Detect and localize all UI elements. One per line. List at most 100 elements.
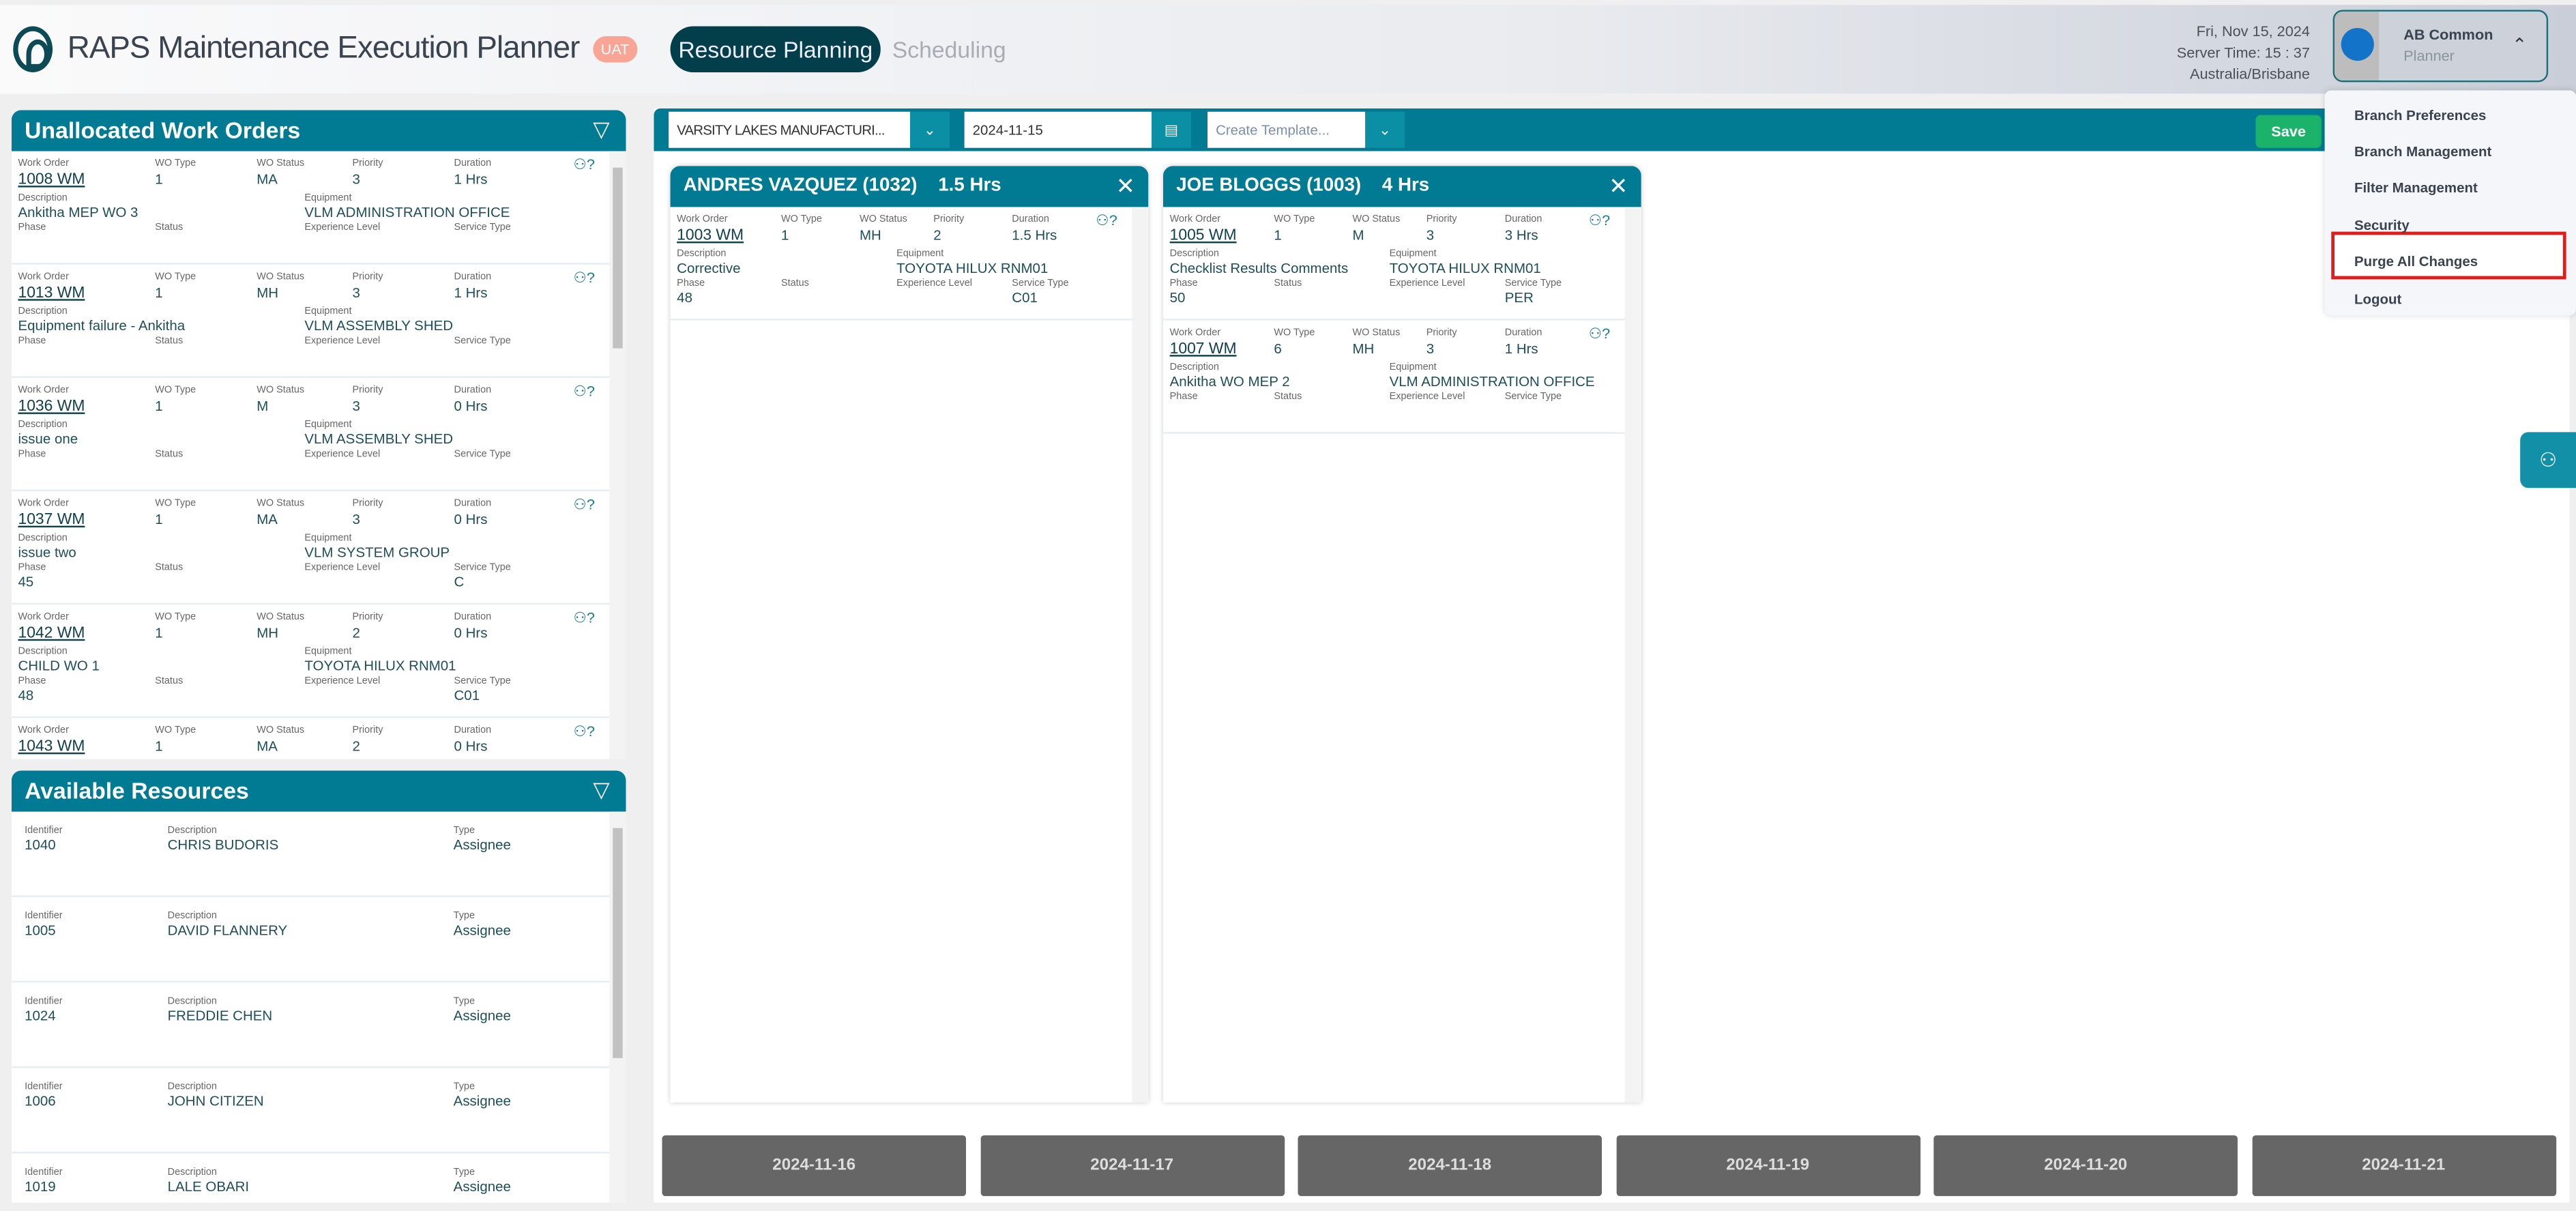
wo-type-label: WO Type: [1274, 328, 1315, 339]
save-button[interactable]: Save: [2255, 115, 2322, 148]
work-order-link[interactable]: 1042 WM: [18, 624, 85, 643]
assign-user-icon[interactable]: ⚇?: [1096, 211, 1117, 229]
work-order-card[interactable]: Work Order 1007 WM WO Type 6 WO Status MH Prio…: [1163, 321, 1625, 434]
date-button[interactable]: 2024-11-16: [662, 1135, 967, 1197]
description-label: Description: [167, 1168, 217, 1178]
menu-item-security[interactable]: Security: [2354, 216, 2410, 233]
type-value: Assignee: [453, 836, 511, 853]
menu-item-branch-management[interactable]: Branch Management: [2354, 143, 2492, 160]
work-order-link[interactable]: 1037 WM: [18, 510, 85, 529]
resource-row[interactable]: Identifier 1024 Description FREDDIE CHEN…: [11, 982, 610, 1068]
wo-status-value: MA: [257, 738, 278, 755]
menu-item-filter-management[interactable]: Filter Management: [2354, 179, 2478, 196]
work-order-card[interactable]: Work Order 1003 WM WO Type 1 WO Status MH Prio…: [670, 207, 1132, 321]
work-order-link[interactable]: 1003 WM: [677, 227, 744, 245]
assign-user-icon[interactable]: ⚇?: [573, 383, 595, 400]
date-button[interactable]: 2024-11-18: [1298, 1135, 1602, 1197]
work-order-card[interactable]: Work Order 1043 WM WO Type 1 WO Status MA Prio…: [12, 718, 610, 759]
timezone: Australia/Brisbane: [2190, 65, 2310, 83]
close-icon[interactable]: ✕: [1609, 172, 1628, 199]
phase-value: 50: [1169, 289, 1186, 306]
duration-value: 0 Hrs: [454, 397, 488, 414]
close-icon[interactable]: ✕: [1115, 172, 1136, 199]
chevron-down-icon[interactable]: ⌄: [1365, 111, 1405, 148]
assign-user-icon[interactable]: ⚇?: [1588, 325, 1611, 342]
work-order-card[interactable]: Work Order 1042 WM WO Type 1 WO Status MH Prio…: [11, 604, 610, 718]
wo-type-value: 1: [155, 510, 163, 528]
resource-list: Identifier 1040 Description CHRIS BUDORI…: [11, 812, 610, 1203]
work-order-link[interactable]: 1005 WM: [1169, 227, 1237, 245]
scrollbar[interactable]: [609, 151, 626, 759]
wo-type-value: 1: [155, 738, 163, 755]
calendar-icon[interactable]: ▤: [1152, 111, 1191, 148]
menu-item-purge-all-changes[interactable]: Purge All Changes: [2354, 252, 2478, 269]
resource-row[interactable]: Identifier 1005 Description DAVID FLANNE…: [11, 897, 610, 983]
date-button[interactable]: 2024-11-19: [1615, 1135, 1920, 1197]
user-menu-button[interactable]: AB Common Planner ⌃: [2332, 10, 2549, 83]
avatar: [2334, 11, 2380, 81]
service-type-label: Service Type: [454, 450, 511, 461]
brand-row: RAPS Maintenance Execution Planner UAT R…: [13, 23, 1006, 76]
work-order-card[interactable]: Work Order 1037 WM WO Type 1 WO Status MA Prio…: [11, 491, 610, 605]
service-type-value: C01: [1012, 289, 1038, 306]
work-order-link[interactable]: 1013 WM: [18, 284, 85, 303]
date-input[interactable]: 2024-11-15: [964, 111, 1152, 148]
resource-row[interactable]: Identifier 1006 Description JOHN CITIZEN…: [11, 1068, 610, 1154]
unallocated-work-orders-panel: Unallocated Work Orders ▽ Work Order 1008 …: [11, 110, 626, 759]
scrollbar[interactable]: [609, 811, 626, 1203]
duration-label: Duration: [1504, 328, 1542, 339]
assign-user-icon[interactable]: ⚇?: [573, 723, 595, 740]
service-type-label: Service Type: [1504, 279, 1562, 289]
scrollbar[interactable]: [1624, 207, 1641, 1103]
date-button[interactable]: 2024-11-17: [980, 1135, 1285, 1197]
priority-label: Priority: [352, 385, 383, 396]
wo-type-value: 6: [1274, 340, 1282, 357]
branch-select[interactable]: VARSITY LAKES MANUFACTURI...: [669, 111, 911, 148]
assign-user-icon[interactable]: ⚇?: [573, 269, 595, 287]
resource-card-header: ANDRES VAZQUEZ (1032) 1.5 Hrs ✕: [670, 166, 1149, 207]
assign-user-icon[interactable]: ⚇?: [573, 496, 595, 513]
chevron-down-icon[interactable]: ⌄: [910, 111, 950, 148]
experience-level-label: Experience Level: [1389, 279, 1465, 289]
equipment-value: VLM SYSTEM GROUP: [304, 544, 450, 561]
resource-hours: 1.5 Hrs: [938, 175, 1001, 196]
scrollbar[interactable]: [1132, 207, 1149, 1103]
wo-type-label: WO Type: [155, 499, 196, 510]
type-value: Assignee: [453, 922, 511, 939]
template-select[interactable]: Create Template...: [1208, 111, 1366, 148]
wo-type-value: 1: [780, 227, 789, 244]
filter-icon[interactable]: ▽: [593, 777, 610, 802]
description-value: DAVID FLANNERY: [167, 922, 288, 939]
work-order-link[interactable]: 1043 WM: [18, 738, 85, 756]
work-order-card[interactable]: Work Order 1005 WM WO Type 1 WO Status M Prior…: [1163, 207, 1625, 321]
assign-user-icon[interactable]: ⚇?: [573, 609, 595, 626]
resource-row[interactable]: Identifier 1040 Description CHRIS BUDORI…: [11, 812, 610, 897]
menu-item-branch-preferences[interactable]: Branch Preferences: [2354, 106, 2487, 123]
equipment-label: Equipment: [304, 534, 352, 544]
work-order-card[interactable]: Work Order 1013 WM WO Type 1 WO Status MH Prio…: [11, 265, 610, 378]
date-button[interactable]: 2024-11-20: [1933, 1135, 2238, 1197]
tab-resource-planning[interactable]: Resource Planning: [670, 26, 881, 72]
resource-row[interactable]: Identifier 1019 Description LALE OBARI T…: [12, 1154, 610, 1203]
assign-user-icon[interactable]: ⚇?: [573, 156, 595, 173]
equipment-label: Equipment: [304, 307, 352, 317]
work-order-card[interactable]: Work Order 1008 WM WO Type 1 WO Status MA Prio…: [11, 151, 610, 265]
wo-status-value: MH: [257, 624, 279, 641]
work-order-link[interactable]: 1036 WM: [18, 397, 85, 416]
work-order-link[interactable]: 1008 WM: [18, 171, 85, 189]
menu-item-logout[interactable]: Logout: [2354, 291, 2402, 308]
experience-level-label: Experience Level: [304, 564, 381, 574]
wo-status-label: WO Status: [257, 385, 305, 396]
wo-status-value: MH: [257, 284, 279, 301]
experience-level-label: Experience Level: [304, 223, 381, 233]
description-value: Checklist Results Comments: [1169, 259, 1349, 276]
duration-value: 1 Hrs: [454, 171, 488, 188]
work-order-card[interactable]: Work Order 1036 WM WO Type 1 WO Status M Prior…: [11, 378, 610, 492]
work-order-list: Work Order 1008 WM WO Type 1 WO Status MA Prio…: [11, 151, 610, 759]
work-order-link[interactable]: 1007 WM: [1169, 340, 1237, 358]
tab-scheduling[interactable]: Scheduling: [892, 35, 1006, 63]
assign-user-icon[interactable]: ⚇?: [1588, 211, 1611, 229]
assign-resources-icon[interactable]: ⚇: [2520, 432, 2576, 488]
date-button[interactable]: 2024-11-21: [2251, 1135, 2556, 1197]
filter-icon[interactable]: ▽: [593, 116, 610, 142]
